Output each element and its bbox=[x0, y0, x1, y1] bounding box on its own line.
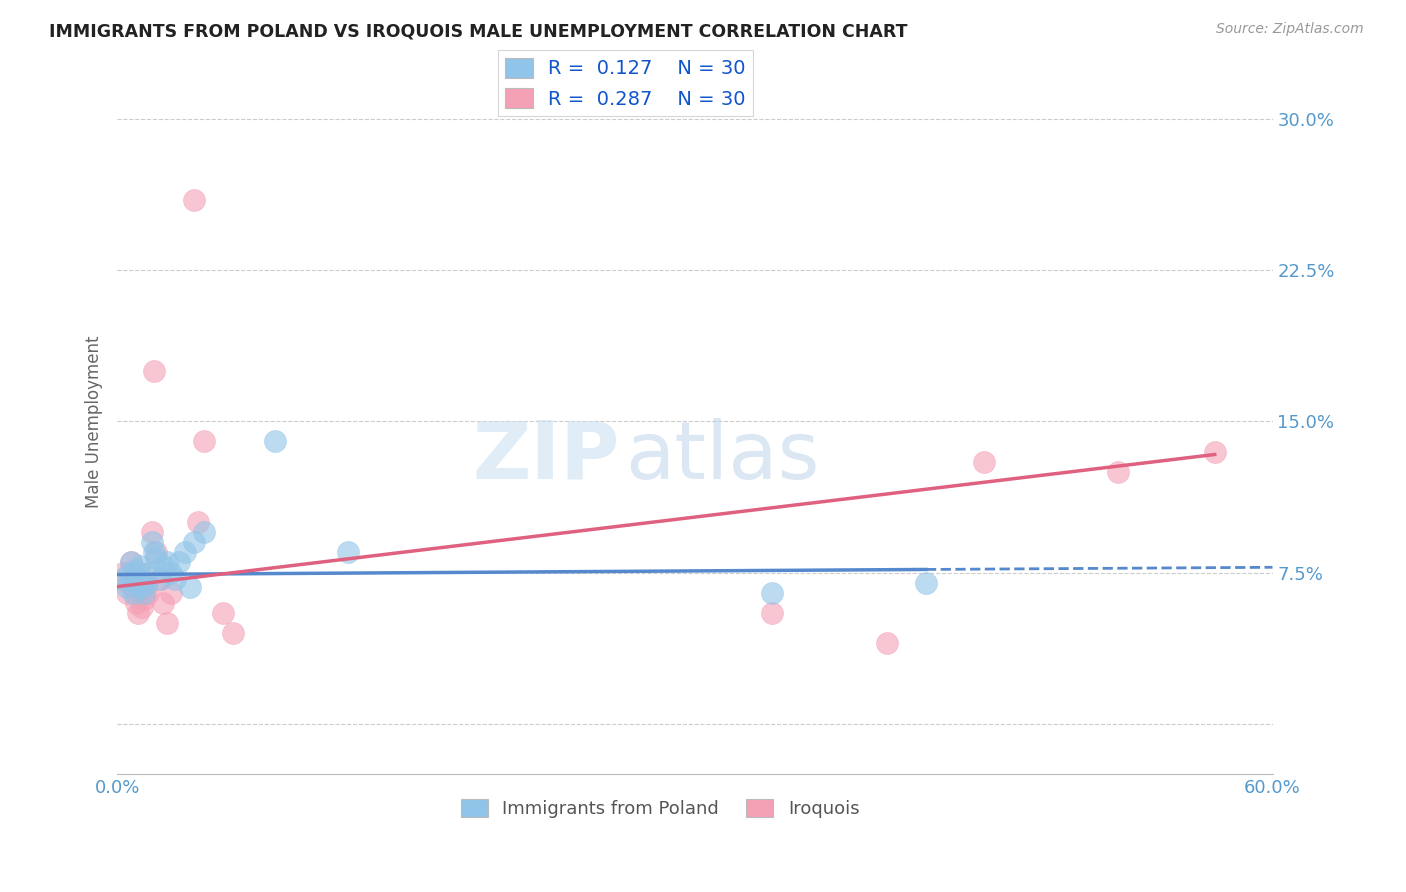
Point bbox=[111, 566, 134, 580]
Point bbox=[148, 572, 170, 586]
Point bbox=[264, 434, 287, 449]
Point bbox=[915, 575, 938, 590]
Point bbox=[121, 585, 143, 599]
Point bbox=[145, 551, 167, 566]
Point bbox=[135, 580, 157, 594]
Point bbox=[212, 606, 235, 620]
Point bbox=[111, 572, 134, 586]
Point bbox=[1204, 444, 1226, 458]
Point bbox=[142, 545, 165, 559]
Point bbox=[156, 556, 179, 570]
Point bbox=[115, 585, 138, 599]
Point bbox=[761, 606, 783, 620]
Point bbox=[167, 556, 190, 570]
Point bbox=[129, 566, 152, 580]
Point bbox=[136, 566, 159, 580]
Point bbox=[173, 545, 195, 559]
Point bbox=[125, 596, 148, 610]
Point bbox=[973, 455, 995, 469]
Point bbox=[134, 591, 156, 606]
Point bbox=[1108, 465, 1130, 479]
Point bbox=[761, 585, 783, 599]
Point bbox=[124, 575, 146, 590]
Point bbox=[142, 364, 165, 378]
Point bbox=[183, 193, 205, 207]
Point bbox=[124, 572, 146, 586]
Point bbox=[160, 566, 183, 580]
Point bbox=[127, 572, 149, 586]
Point bbox=[118, 566, 141, 580]
Y-axis label: Male Unemployment: Male Unemployment bbox=[86, 335, 103, 508]
Point bbox=[193, 434, 215, 449]
Point bbox=[152, 596, 174, 610]
Point bbox=[134, 585, 156, 599]
Point bbox=[876, 636, 898, 650]
Point bbox=[160, 585, 183, 599]
Legend: Immigrants from Poland, Iroquois: Immigrants from Poland, Iroquois bbox=[454, 791, 866, 825]
Point bbox=[125, 564, 148, 578]
Point bbox=[115, 580, 138, 594]
Point bbox=[337, 545, 360, 559]
Point bbox=[145, 545, 167, 559]
Point bbox=[135, 575, 157, 590]
Point bbox=[141, 535, 163, 549]
Point bbox=[120, 556, 142, 570]
Point bbox=[187, 515, 209, 529]
Point bbox=[131, 580, 153, 594]
Point bbox=[156, 615, 179, 630]
Point bbox=[183, 535, 205, 549]
Point bbox=[148, 572, 170, 586]
Point bbox=[179, 580, 201, 594]
Text: ZIP: ZIP bbox=[472, 417, 620, 496]
Point bbox=[136, 585, 159, 599]
Point bbox=[131, 599, 153, 614]
Point bbox=[193, 525, 215, 540]
Point bbox=[222, 626, 245, 640]
Point bbox=[129, 559, 152, 574]
Point bbox=[121, 580, 143, 594]
Point bbox=[127, 606, 149, 620]
Point bbox=[141, 525, 163, 540]
Point bbox=[152, 559, 174, 574]
Point bbox=[118, 575, 141, 590]
Text: atlas: atlas bbox=[626, 417, 820, 496]
Text: Source: ZipAtlas.com: Source: ZipAtlas.com bbox=[1216, 22, 1364, 37]
Text: IMMIGRANTS FROM POLAND VS IROQUOIS MALE UNEMPLOYMENT CORRELATION CHART: IMMIGRANTS FROM POLAND VS IROQUOIS MALE … bbox=[49, 22, 908, 40]
Point bbox=[163, 572, 186, 586]
Point bbox=[120, 556, 142, 570]
